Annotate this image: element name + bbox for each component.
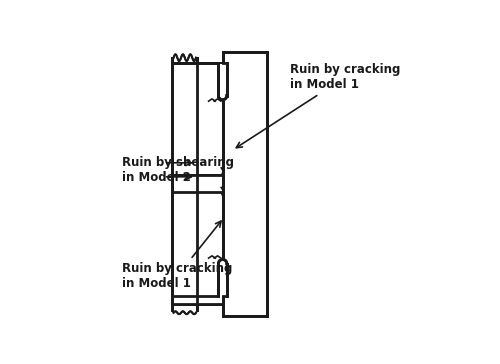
Text: Ruin by shearing
in Model 2: Ruin by shearing in Model 2 [122, 156, 234, 184]
Bar [224, 53, 266, 314]
Bar [218, 260, 226, 296]
Text: Ruin by cracking
in Model 1: Ruin by cracking in Model 1 [236, 63, 400, 148]
Text: Ruin by cracking
in Model 1: Ruin by cracking in Model 1 [122, 221, 232, 290]
Bar [172, 176, 222, 304]
Bar [218, 64, 226, 99]
Bar [172, 64, 222, 192]
